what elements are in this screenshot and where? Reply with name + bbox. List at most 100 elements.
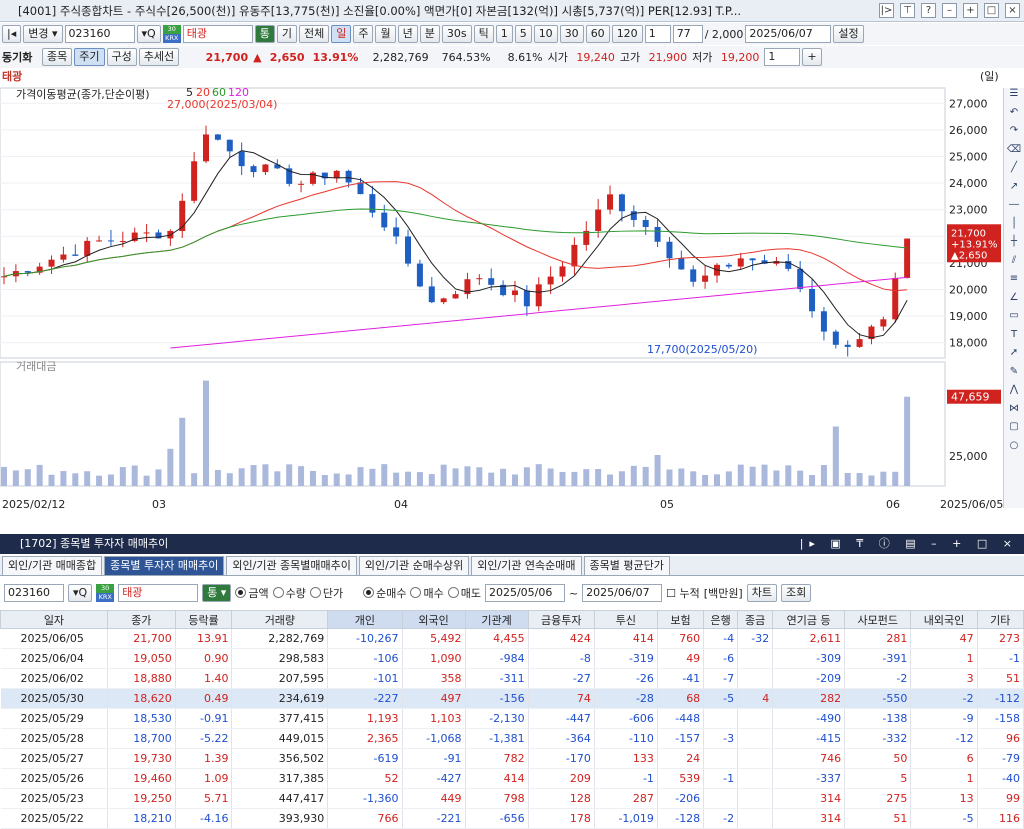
num-120[interactable]: 120 (611, 25, 643, 43)
gann-icon[interactable]: ⋈ (1009, 402, 1019, 414)
col-header[interactable]: 종가 (106, 610, 176, 629)
num-30[interactable]: 30 (559, 25, 584, 43)
num-1[interactable]: 1 (495, 25, 513, 43)
table-row[interactable]: 2025/05/27 19,730 1.39 356,502 -619 -91 782 -17… (0, 748, 1024, 769)
col-header[interactable]: 종금 (737, 610, 774, 629)
query-button[interactable]: 조회 (780, 584, 812, 602)
channel-icon[interactable]: ⫽ (1011, 254, 1017, 266)
fib-icon[interactable]: ≡ (1009, 273, 1019, 284)
circle-icon[interactable]: ○ (1009, 439, 1019, 451)
line-icon[interactable]: ╱ (1010, 162, 1018, 173)
tong-button[interactable]: 통 (254, 25, 275, 43)
stock-code-input[interactable]: 023160 (64, 25, 135, 43)
col-header[interactable]: 개인 (327, 610, 403, 629)
close-icon[interactable]: × (1005, 3, 1020, 18)
opt-buy[interactable]: 매수 (410, 585, 444, 601)
period-year[interactable]: 년 (397, 25, 418, 43)
panel-search-icon[interactable]: ▾Q (68, 584, 93, 602)
col-header[interactable]: 등락률 (174, 610, 233, 629)
table-row[interactable]: 2025/05/29 18,530 -0.91 377,415 1,193 1,103 -2… (0, 708, 1024, 729)
all-button[interactable]: 전체 (298, 25, 330, 43)
col-header[interactable]: 은행 (703, 610, 739, 629)
date-to-input[interactable]: 2025/06/07 (582, 584, 663, 602)
col-header[interactable]: 거래량 (231, 610, 329, 629)
search-icon[interactable]: ▾Q (136, 25, 161, 43)
table-row[interactable]: 2025/05/22 18,210 -4.16 393,930 766 -221 -656 1… (0, 808, 1024, 829)
tab-item-trend[interactable]: 외인/기관 종목별매매추이 (226, 556, 357, 575)
move-icon[interactable]: + (963, 3, 978, 18)
gi-button[interactable]: 기 (276, 25, 297, 43)
info-icon[interactable]: ? (921, 3, 936, 18)
zigzag-icon[interactable]: ⋀ (1009, 384, 1019, 395)
table-row[interactable]: 2025/05/28 18,700 -5.22 449,015 2,365 -1,068-… (0, 728, 1024, 749)
table-row[interactable]: 2025/06/05 21,700 13.91 2,282,769 -10,267 5,4… (0, 628, 1024, 649)
tab-investor-trend[interactable]: 종목별 투자자 매매추이 (104, 556, 225, 575)
table-row[interactable]: 2025/06/02 18,880 1.40 207,595 -101 358 -311 -2… (0, 668, 1024, 689)
panel-window-icons[interactable]: |▸ ▣ ₸ ⓘ ▤ – + □ × (799, 537, 1018, 550)
num-10[interactable]: 10 (533, 25, 558, 43)
trendline-button[interactable]: 추세선 (138, 48, 180, 66)
period-button[interactable]: 주기 (74, 48, 105, 66)
col-header[interactable]: 보험 (656, 610, 705, 629)
opt-sell[interactable]: 매도 (447, 585, 481, 601)
candlestick-chart[interactable]: 27,00026,00025,00024,00023,00022,00021,0… (0, 66, 1024, 529)
composition-button[interactable]: 구성 (106, 48, 137, 66)
opt-amount[interactable]: 금액 (235, 585, 269, 601)
period-tick[interactable]: 틱 (473, 25, 494, 43)
chart-button[interactable]: 차트 (746, 584, 777, 602)
table-row[interactable]: 2025/05/23 19,250 5.71 447,417 -1,360 449 798 1… (0, 788, 1024, 809)
maximize-icon[interactable]: □ (984, 3, 999, 18)
tab-summary[interactable]: 외인/기관 매매종합 (2, 556, 103, 575)
rect-icon[interactable]: ▭ (1009, 310, 1019, 321)
tab-top-buy[interactable]: 외인/기관 순매수상위 (358, 556, 470, 575)
hline-icon[interactable]: ― (1009, 199, 1019, 210)
opt-qty[interactable]: 수량 (272, 585, 306, 601)
table-row[interactable]: 2025/05/26 19,460 1.09 317,385 52 -427 414 209-… (0, 768, 1024, 789)
erase-icon[interactable]: ⌫ (1006, 143, 1022, 155)
text-icon[interactable]: T (1010, 328, 1018, 340)
settings-button[interactable]: 설정 (833, 25, 864, 43)
minimize-icon[interactable]: – (942, 3, 957, 18)
period-day[interactable]: 일 (331, 25, 352, 43)
num-5[interactable]: 5 (514, 25, 532, 43)
square-icon[interactable]: ▢ (1009, 421, 1019, 432)
item-button[interactable]: 종목 (42, 48, 73, 66)
col-header[interactable]: 일자 (0, 610, 108, 629)
list-icon[interactable]: ☰ (1009, 88, 1019, 99)
panel-tong-button[interactable]: 통 ▾ (202, 584, 232, 602)
pin-icon[interactable]: ⊤ (900, 3, 915, 18)
col-header[interactable]: 기타 (976, 610, 1024, 629)
price-chart-area[interactable]: 27,00026,00025,00024,00023,00022,00021,0… (0, 66, 1024, 529)
opt-netbuy[interactable]: 순매수 (363, 585, 406, 601)
link-icon[interactable]: |> (879, 3, 894, 18)
col-header[interactable]: 투신 (593, 610, 658, 629)
undo-icon[interactable]: ↶ (1009, 106, 1019, 118)
col-header[interactable]: 금융투자 (527, 610, 595, 629)
tab-avg-price[interactable]: 종목별 평균단가 (583, 556, 670, 575)
table-row[interactable]: 2025/05/30 18,620 0.49 234,619 -227 497 -156 74… (0, 688, 1024, 709)
period-30s[interactable]: 30s (441, 25, 472, 43)
cross-icon[interactable]: ┼ (1010, 236, 1018, 247)
col-header[interactable]: 기관계 (464, 610, 529, 629)
prev-icon[interactable]: |◂ (2, 25, 22, 43)
pen-icon[interactable]: ✎ (1009, 365, 1019, 377)
col-header[interactable]: 내외국인 (910, 610, 978, 629)
count-input[interactable]: 1 (644, 25, 671, 43)
range-input[interactable]: 77 (672, 25, 703, 43)
opt-unitprice[interactable]: 단가 (309, 585, 343, 601)
date-from-input[interactable]: 2025/05/06 (484, 584, 565, 602)
period-minute[interactable]: 분 (419, 25, 440, 43)
ray-icon[interactable]: ↗ (1009, 180, 1019, 192)
arrow-icon[interactable]: ➚ (1009, 347, 1019, 358)
date-input[interactable]: 2025/06/07 (745, 25, 832, 43)
period-month[interactable]: 월 (375, 25, 396, 43)
angle-icon[interactable]: ∠ (1009, 291, 1019, 303)
num-60[interactable]: 60 (585, 25, 610, 43)
add-chart-icon[interactable]: + (802, 48, 822, 66)
tab-continuous[interactable]: 외인/기관 연속순매매 (471, 556, 582, 575)
panel-code-input[interactable]: 023160 (4, 584, 64, 602)
col-header[interactable]: 사모펀드 (844, 610, 912, 629)
mode-select[interactable]: 변경 ▾ (23, 25, 63, 43)
vline-icon[interactable]: │ (1010, 217, 1018, 229)
col-header[interactable]: 외국인 (401, 610, 466, 629)
